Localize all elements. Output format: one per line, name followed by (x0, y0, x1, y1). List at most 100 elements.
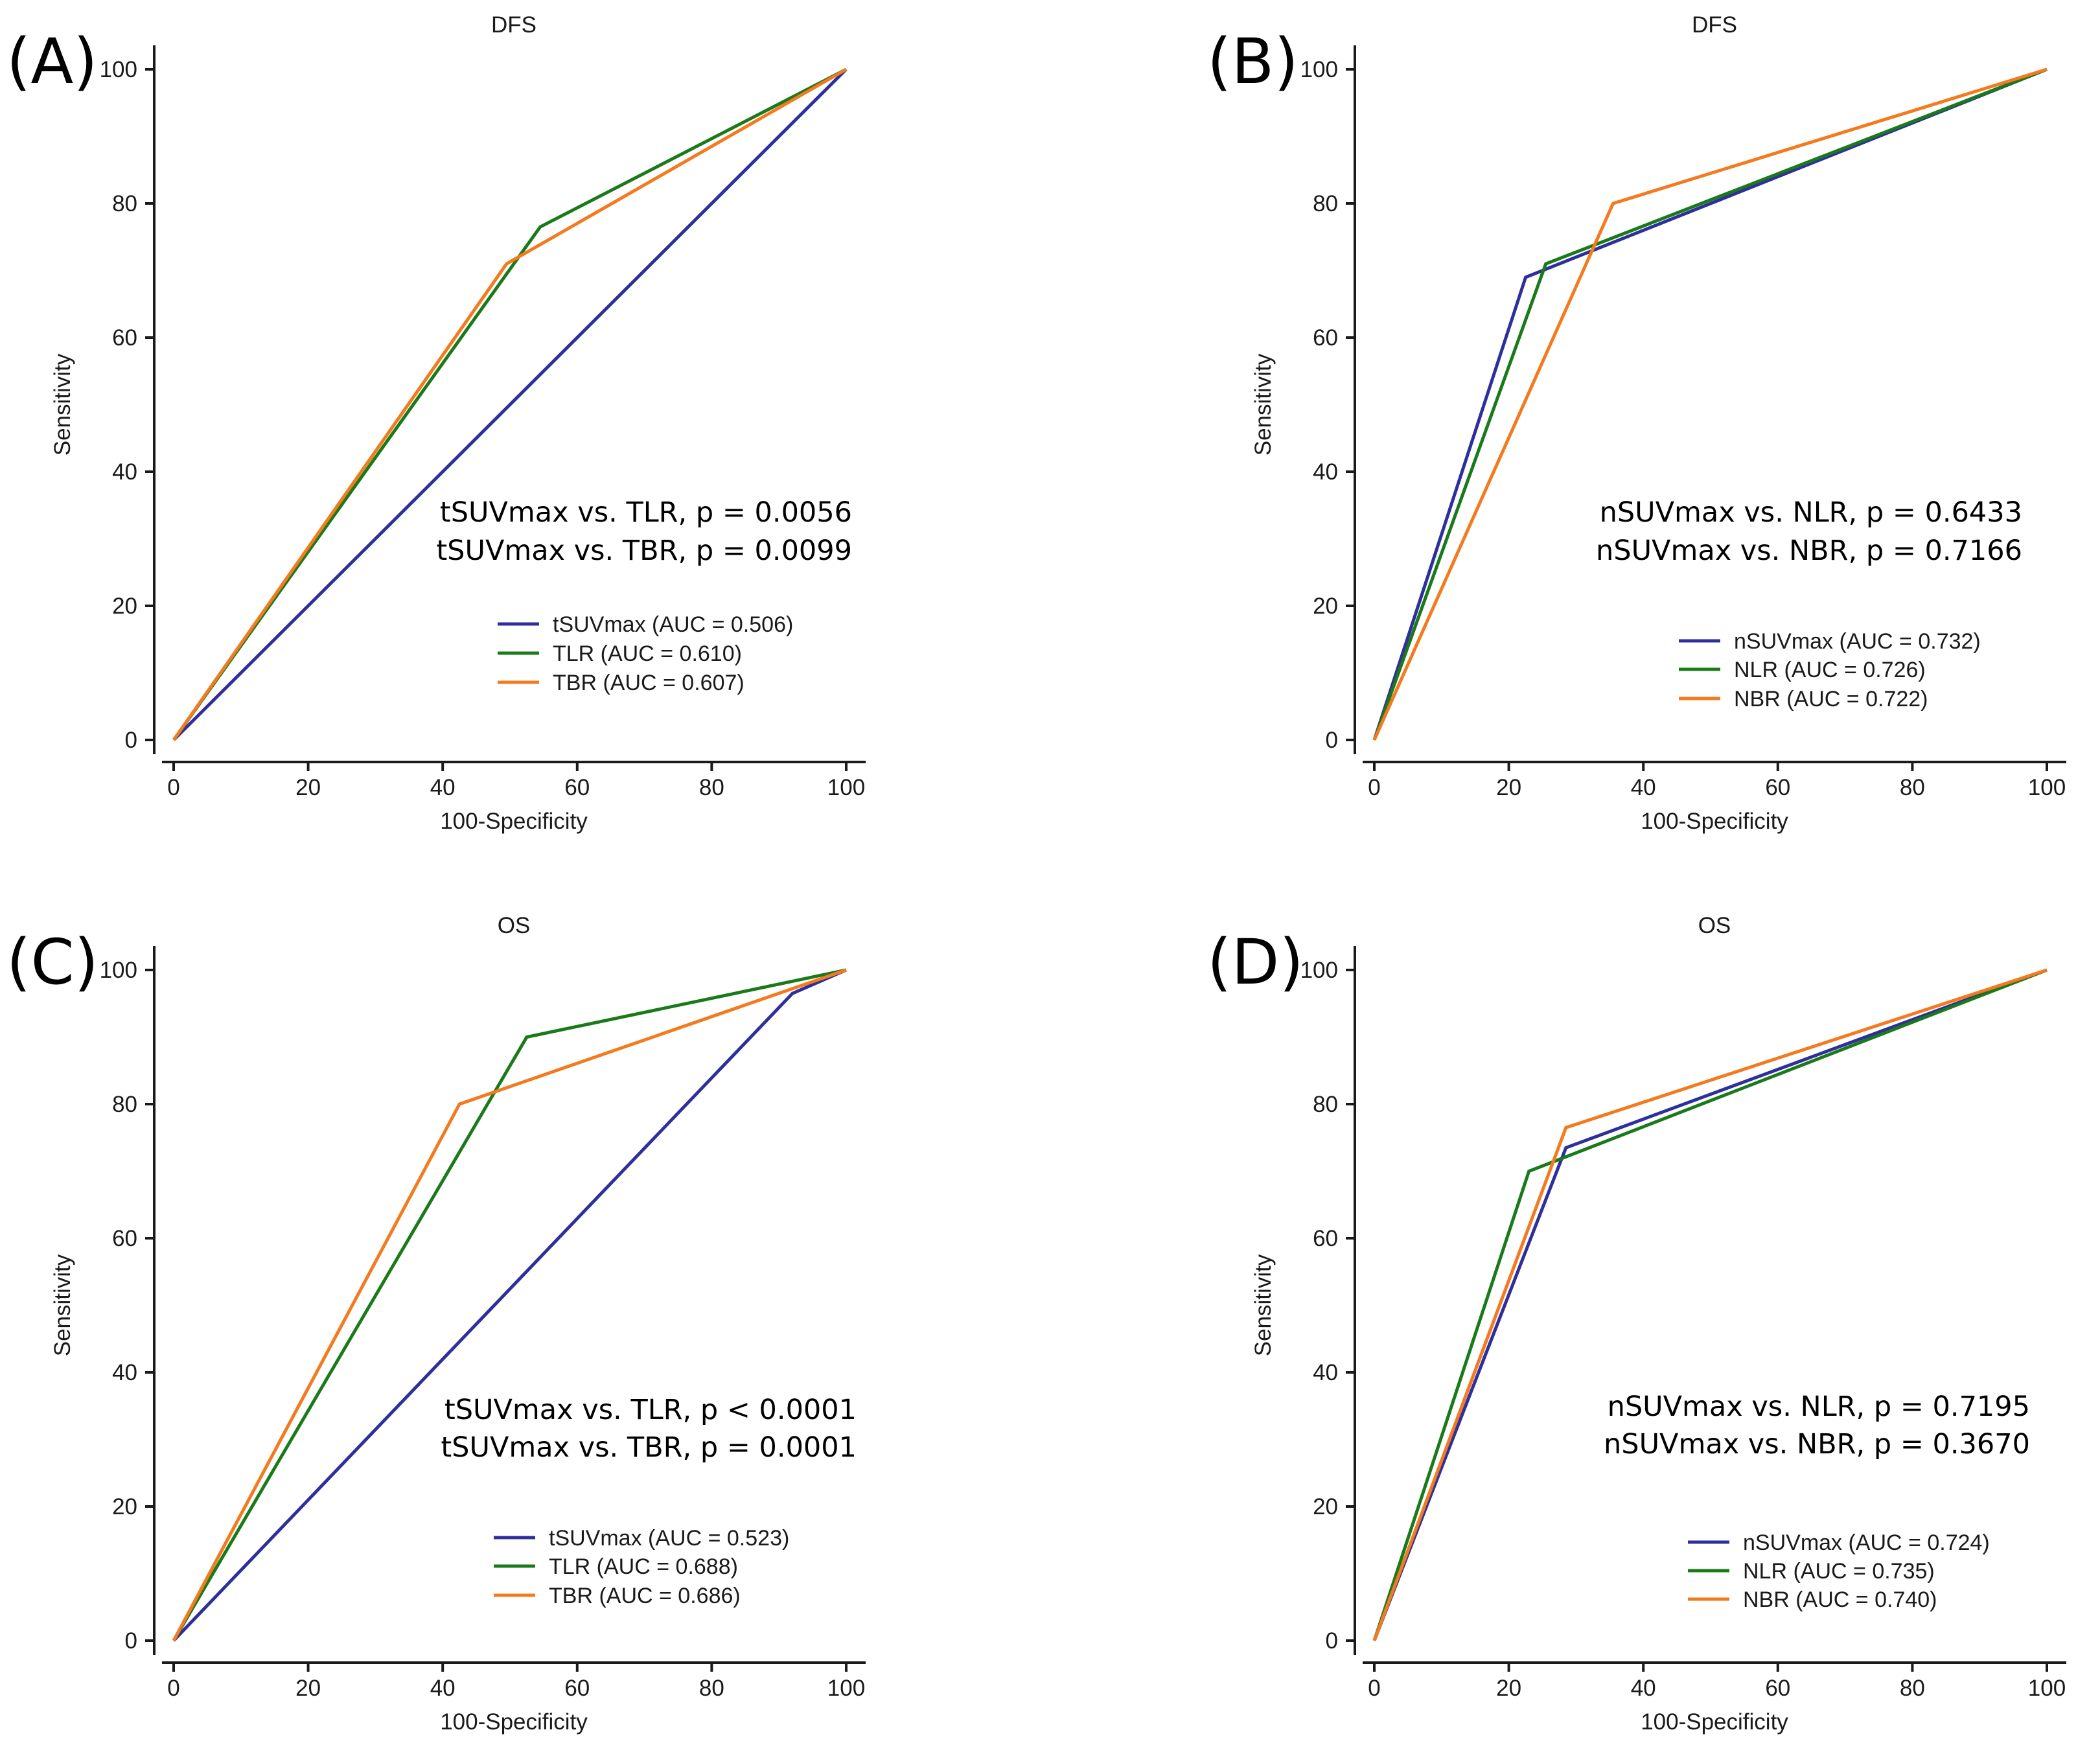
p-value-annotation: tSUVmax vs. TBR, p = 0.0099 (436, 535, 852, 567)
x-tick-label: 40 (1631, 1676, 1656, 1701)
y-axis-title: Sensitivity (1251, 1254, 1276, 1356)
panel-label: (A) (6, 25, 98, 98)
y-tick-label: 60 (112, 1226, 137, 1251)
roc-curve-nbr (1372, 67, 2048, 741)
y-tick-label: 20 (112, 1494, 137, 1519)
y-tick-label: 0 (125, 1628, 137, 1654)
y-tick-label: 60 (112, 325, 137, 351)
roc-curve-nsuvmax (1372, 67, 2048, 741)
y-tick-label: 40 (1313, 459, 1338, 485)
legend-label-tsuvmax: tSUVmax (AUC = 0.523) (549, 1526, 789, 1551)
p-value-annotation: tSUVmax vs. TLR, p = 0.0056 (440, 496, 852, 529)
x-tick-label: 0 (1368, 1676, 1380, 1701)
chart-title: OS (498, 913, 531, 938)
y-tick-label: 20 (1313, 594, 1338, 619)
y-tick-label: 80 (1313, 191, 1338, 216)
x-tick-label: 100 (2028, 775, 2066, 800)
x-tick-label: 40 (430, 1676, 456, 1701)
x-tick-label: 60 (564, 1676, 590, 1701)
y-tick-label: 100 (1300, 958, 1338, 983)
legend-label-nlr: NLR (AUC = 0.735) (1743, 1559, 1935, 1584)
roc-curve-tlr (172, 968, 847, 1642)
y-tick-label: 100 (1300, 57, 1338, 82)
x-axis-title: 100-Specificity (1641, 1709, 1788, 1735)
chart-title: DFS (1692, 12, 1737, 38)
x-tick-label: 100 (827, 1676, 865, 1701)
p-value-annotation: nSUVmax vs. NLR, p = 0.7195 (1608, 1391, 2030, 1423)
legend-label-tsuvmax: tSUVmax (AUC = 0.506) (553, 612, 793, 637)
p-value-annotation: nSUVmax vs. NBR, p = 0.3670 (1604, 1428, 2030, 1460)
p-value-annotation: nSUVmax vs. NBR, p = 0.7166 (1596, 535, 2022, 567)
x-tick-label: 0 (167, 1676, 179, 1701)
panel-label: (C) (6, 926, 98, 998)
panel-label: (D) (1207, 926, 1304, 998)
roc-panel-c: (C) OS 0 20 40 60 80 100 0 20 40 60 80 100 100-Specifi… (6, 913, 866, 1735)
x-tick-label: 20 (1496, 1676, 1521, 1701)
roc-curve-tbr (172, 968, 847, 1642)
legend-label-nsuvmax: nSUVmax (AUC = 0.724) (1743, 1530, 1990, 1555)
roc-curve-tlr (172, 67, 848, 741)
x-tick-label: 60 (1765, 775, 1790, 800)
y-tick-label: 80 (1313, 1092, 1338, 1117)
x-tick-label: 0 (1368, 775, 1380, 800)
y-tick-label: 80 (112, 191, 137, 216)
y-tick-label: 40 (112, 459, 137, 485)
roc-curve-tbr (172, 67, 848, 741)
legend-label-nbr: NBR (AUC = 0.722) (1734, 687, 1928, 711)
x-tick-label: 40 (430, 775, 456, 800)
x-tick-label: 80 (1900, 775, 1925, 800)
x-tick-label: 20 (1496, 775, 1521, 800)
p-value-annotation: tSUVmax vs. TLR, p < 0.0001 (444, 1394, 857, 1426)
y-tick-label: 0 (125, 728, 137, 753)
legend: nSUVmax (AUC = 0.732) NLR (AUC = 0.726) NB… (1679, 629, 1981, 711)
roc-panel-d: (D) OS 0 20 40 60 80 100 0 20 40 60 80 100 100-Specifi… (1207, 913, 2066, 1735)
y-axis-title: Sensitivity (1251, 353, 1276, 456)
x-tick-label: 80 (699, 1676, 724, 1701)
x-tick-label: 40 (1631, 775, 1656, 800)
x-tick-label: 20 (295, 1676, 321, 1701)
y-tick-label: 0 (1326, 728, 1338, 753)
panel-label: (B) (1207, 25, 1298, 98)
roc-curve-nlr (1372, 968, 2048, 1641)
legend-label-nlr: NLR (AUC = 0.726) (1734, 658, 1926, 682)
roc-curve-nlr (1372, 67, 2048, 741)
y-tick-label: 40 (112, 1360, 137, 1385)
x-axis-title: 100-Specificity (440, 1709, 588, 1735)
roc-panel-b: (B) DFS 0 20 40 60 80 100 0 20 40 60 80 100 100-Specif… (1207, 12, 2066, 834)
legend-label-tbr: TBR (AUC = 0.607) (553, 671, 744, 695)
y-tick-label: 20 (1313, 1494, 1338, 1519)
roc-curve-nsuvmax (1372, 968, 2048, 1641)
chart-title: OS (1698, 913, 1731, 938)
p-value-annotation: nSUVmax vs. NLR, p = 0.6433 (1600, 496, 2022, 529)
x-tick-label: 60 (1765, 1676, 1790, 1701)
x-axis-title: 100-Specificity (440, 809, 588, 834)
y-tick-label: 0 (1326, 1628, 1338, 1654)
legend: nSUVmax (AUC = 0.724) NLR (AUC = 0.735) NB… (1688, 1530, 1990, 1612)
legend-label-tlr: TLR (AUC = 0.688) (549, 1554, 738, 1579)
x-axis-title: 100-Specificity (1641, 809, 1788, 834)
chart-title: DFS (491, 12, 537, 38)
y-axis-title: Sensitivity (50, 1254, 75, 1356)
y-tick-label: 20 (112, 594, 137, 619)
roc-panel-a: (A) DFS 0 20 40 60 80 100 0 20 40 60 80 100 100-Specif… (6, 12, 866, 834)
x-tick-label: 100 (2028, 1676, 2066, 1701)
x-tick-label: 0 (167, 775, 179, 800)
x-tick-label: 60 (564, 775, 590, 800)
x-tick-label: 100 (827, 775, 865, 800)
y-tick-label: 100 (100, 57, 137, 82)
legend-label-tlr: TLR (AUC = 0.610) (553, 641, 742, 666)
legend-label-nbr: NBR (AUC = 0.740) (1743, 1587, 1937, 1612)
legend-label-tbr: TBR (AUC = 0.686) (549, 1584, 741, 1608)
x-tick-label: 20 (295, 775, 321, 800)
y-tick-label: 100 (100, 958, 137, 983)
y-tick-label: 40 (1313, 1360, 1338, 1385)
p-value-annotation: tSUVmax vs. TBR, p = 0.0001 (441, 1431, 857, 1464)
roc-curve-tsuvmax (172, 68, 848, 741)
legend: tSUVmax (AUC = 0.523) TLR (AUC = 0.688) TB… (494, 1526, 789, 1608)
x-tick-label: 80 (1900, 1676, 1925, 1701)
legend: tSUVmax (AUC = 0.506) TLR (AUC = 0.610) TB… (498, 612, 793, 695)
y-axis-title: Sensitivity (50, 353, 75, 456)
y-tick-label: 60 (1313, 1226, 1338, 1251)
y-tick-label: 80 (112, 1092, 137, 1117)
